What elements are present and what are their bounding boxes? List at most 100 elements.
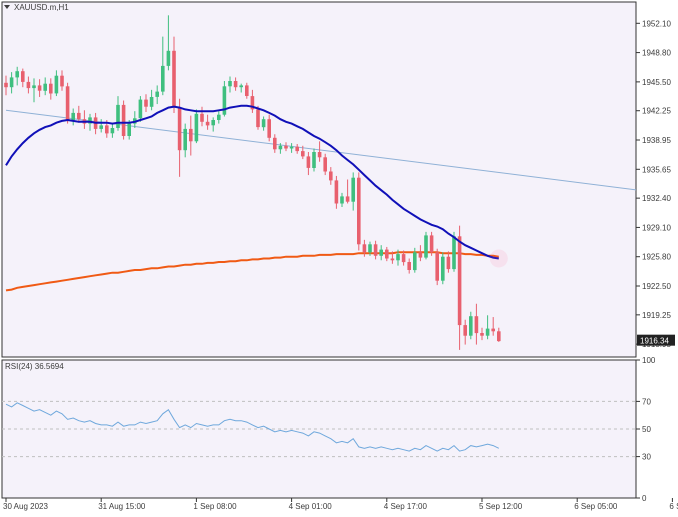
current-price-tag: 1916.34 [637,334,675,346]
candle-body [362,244,367,253]
candle-body [469,316,473,336]
candle-body [385,249,389,259]
time-tick-label: 4 Sep 01:00 [289,502,333,511]
candle-body [329,171,333,181]
rsi-tick-label: 0 [642,494,647,503]
candle-body [60,75,64,87]
candle-body [88,117,92,124]
candle-body [373,244,378,256]
candle-body [166,50,171,66]
candle-body [205,121,210,126]
candle-body [485,328,490,336]
candle-body [177,107,182,151]
time-tick-label: 31 Aug 15:00 [98,502,146,511]
time-tick-label: 6 Sep 05:00 [574,502,618,511]
candle-body [155,91,159,97]
candle-body [491,328,495,332]
candle-body [413,252,417,271]
candle-body [256,109,260,128]
candle-body [32,85,36,89]
candle-body [37,85,42,91]
candle-body [351,177,355,202]
candle-body [446,256,451,270]
candle-body [357,177,361,245]
candle-body [228,81,232,87]
candle-body [317,152,322,158]
candle-body [441,256,445,281]
rsi-plot-area [2,400,636,458]
candle-body [110,128,115,134]
candle-body [194,113,199,142]
candle-body [312,152,316,168]
price-tick-label: 1932.40 [642,194,671,203]
candle-body [457,236,462,326]
rsi-tick-label: 30 [642,453,651,462]
candle-body [295,146,299,152]
candle-body [379,249,383,256]
candle-body [200,113,204,122]
candle-body [172,50,176,108]
candle-body [250,96,255,110]
time-tick-label: 4 Sep 17:00 [384,502,428,511]
candle-body [77,112,81,120]
candle-body [463,325,467,336]
candle-body [149,97,154,107]
ma-fast-line [5,104,499,260]
candle-body [183,128,187,151]
candle-body [497,331,501,342]
price-tick-label: 1922.50 [642,282,671,291]
price-tick-label: 1938.95 [642,136,671,145]
candle-body [211,120,215,126]
axes: 1952.10 1948.80 1945.50 1942.25 1938.95 1935.… [3,19,678,511]
crossover-highlight [489,249,508,268]
candle-body [301,151,305,157]
candle-body [222,86,227,115]
candle-body [323,157,327,172]
candle-body [334,180,339,204]
price-tick-label: 1935.65 [642,165,671,174]
candle-body [105,125,109,134]
candle-body [239,85,243,88]
price-tick-label: 1945.50 [642,78,671,87]
price-tick-label: 1952.10 [642,19,671,28]
time-tick-label: 1 Sep 08:00 [193,502,237,511]
trendline[interactable] [5,109,678,201]
candle-body [4,82,8,88]
candle-body [407,262,411,270]
price-plot-area [4,15,678,350]
rsi-line [5,402,500,452]
candle-body [368,244,372,253]
candle-body [217,114,221,120]
candle-body [401,254,406,263]
dropdown-triangle-icon[interactable] [4,5,10,9]
ma-slow-line [5,251,499,292]
rsi-tick-label: 70 [642,397,651,406]
candle-body [49,83,53,94]
current-price-tag-bg [637,334,675,346]
candle-body [21,71,25,82]
candle-body [261,119,266,128]
candle-body [429,235,434,253]
time-tick-label: 5 Sep 12:00 [479,502,523,511]
price-tick-label: 1942.25 [642,107,671,116]
candle-body [9,77,14,88]
symbol-title[interactable]: XAUUSD.m,H1 [4,3,69,12]
candle-body [144,99,148,107]
price-tick-label: 1925.80 [642,253,671,262]
candle-body [233,81,238,88]
time-tick-label: 30 Aug 2023 [3,502,48,511]
symbol-title-text: XAUUSD.m,H1 [14,3,69,12]
candle-body [435,252,439,281]
candle-body [345,196,350,202]
rsi-tick-label: 100 [642,356,656,365]
candle-body [418,252,423,258]
price-tick-label: 1948.80 [642,49,671,58]
candle-body [273,137,277,150]
candle-body [54,75,59,94]
candle-body [396,254,400,261]
price-tick-label: 1919.25 [642,311,671,320]
candle-body [189,128,193,142]
current-price-label: 1916.34 [640,337,669,346]
